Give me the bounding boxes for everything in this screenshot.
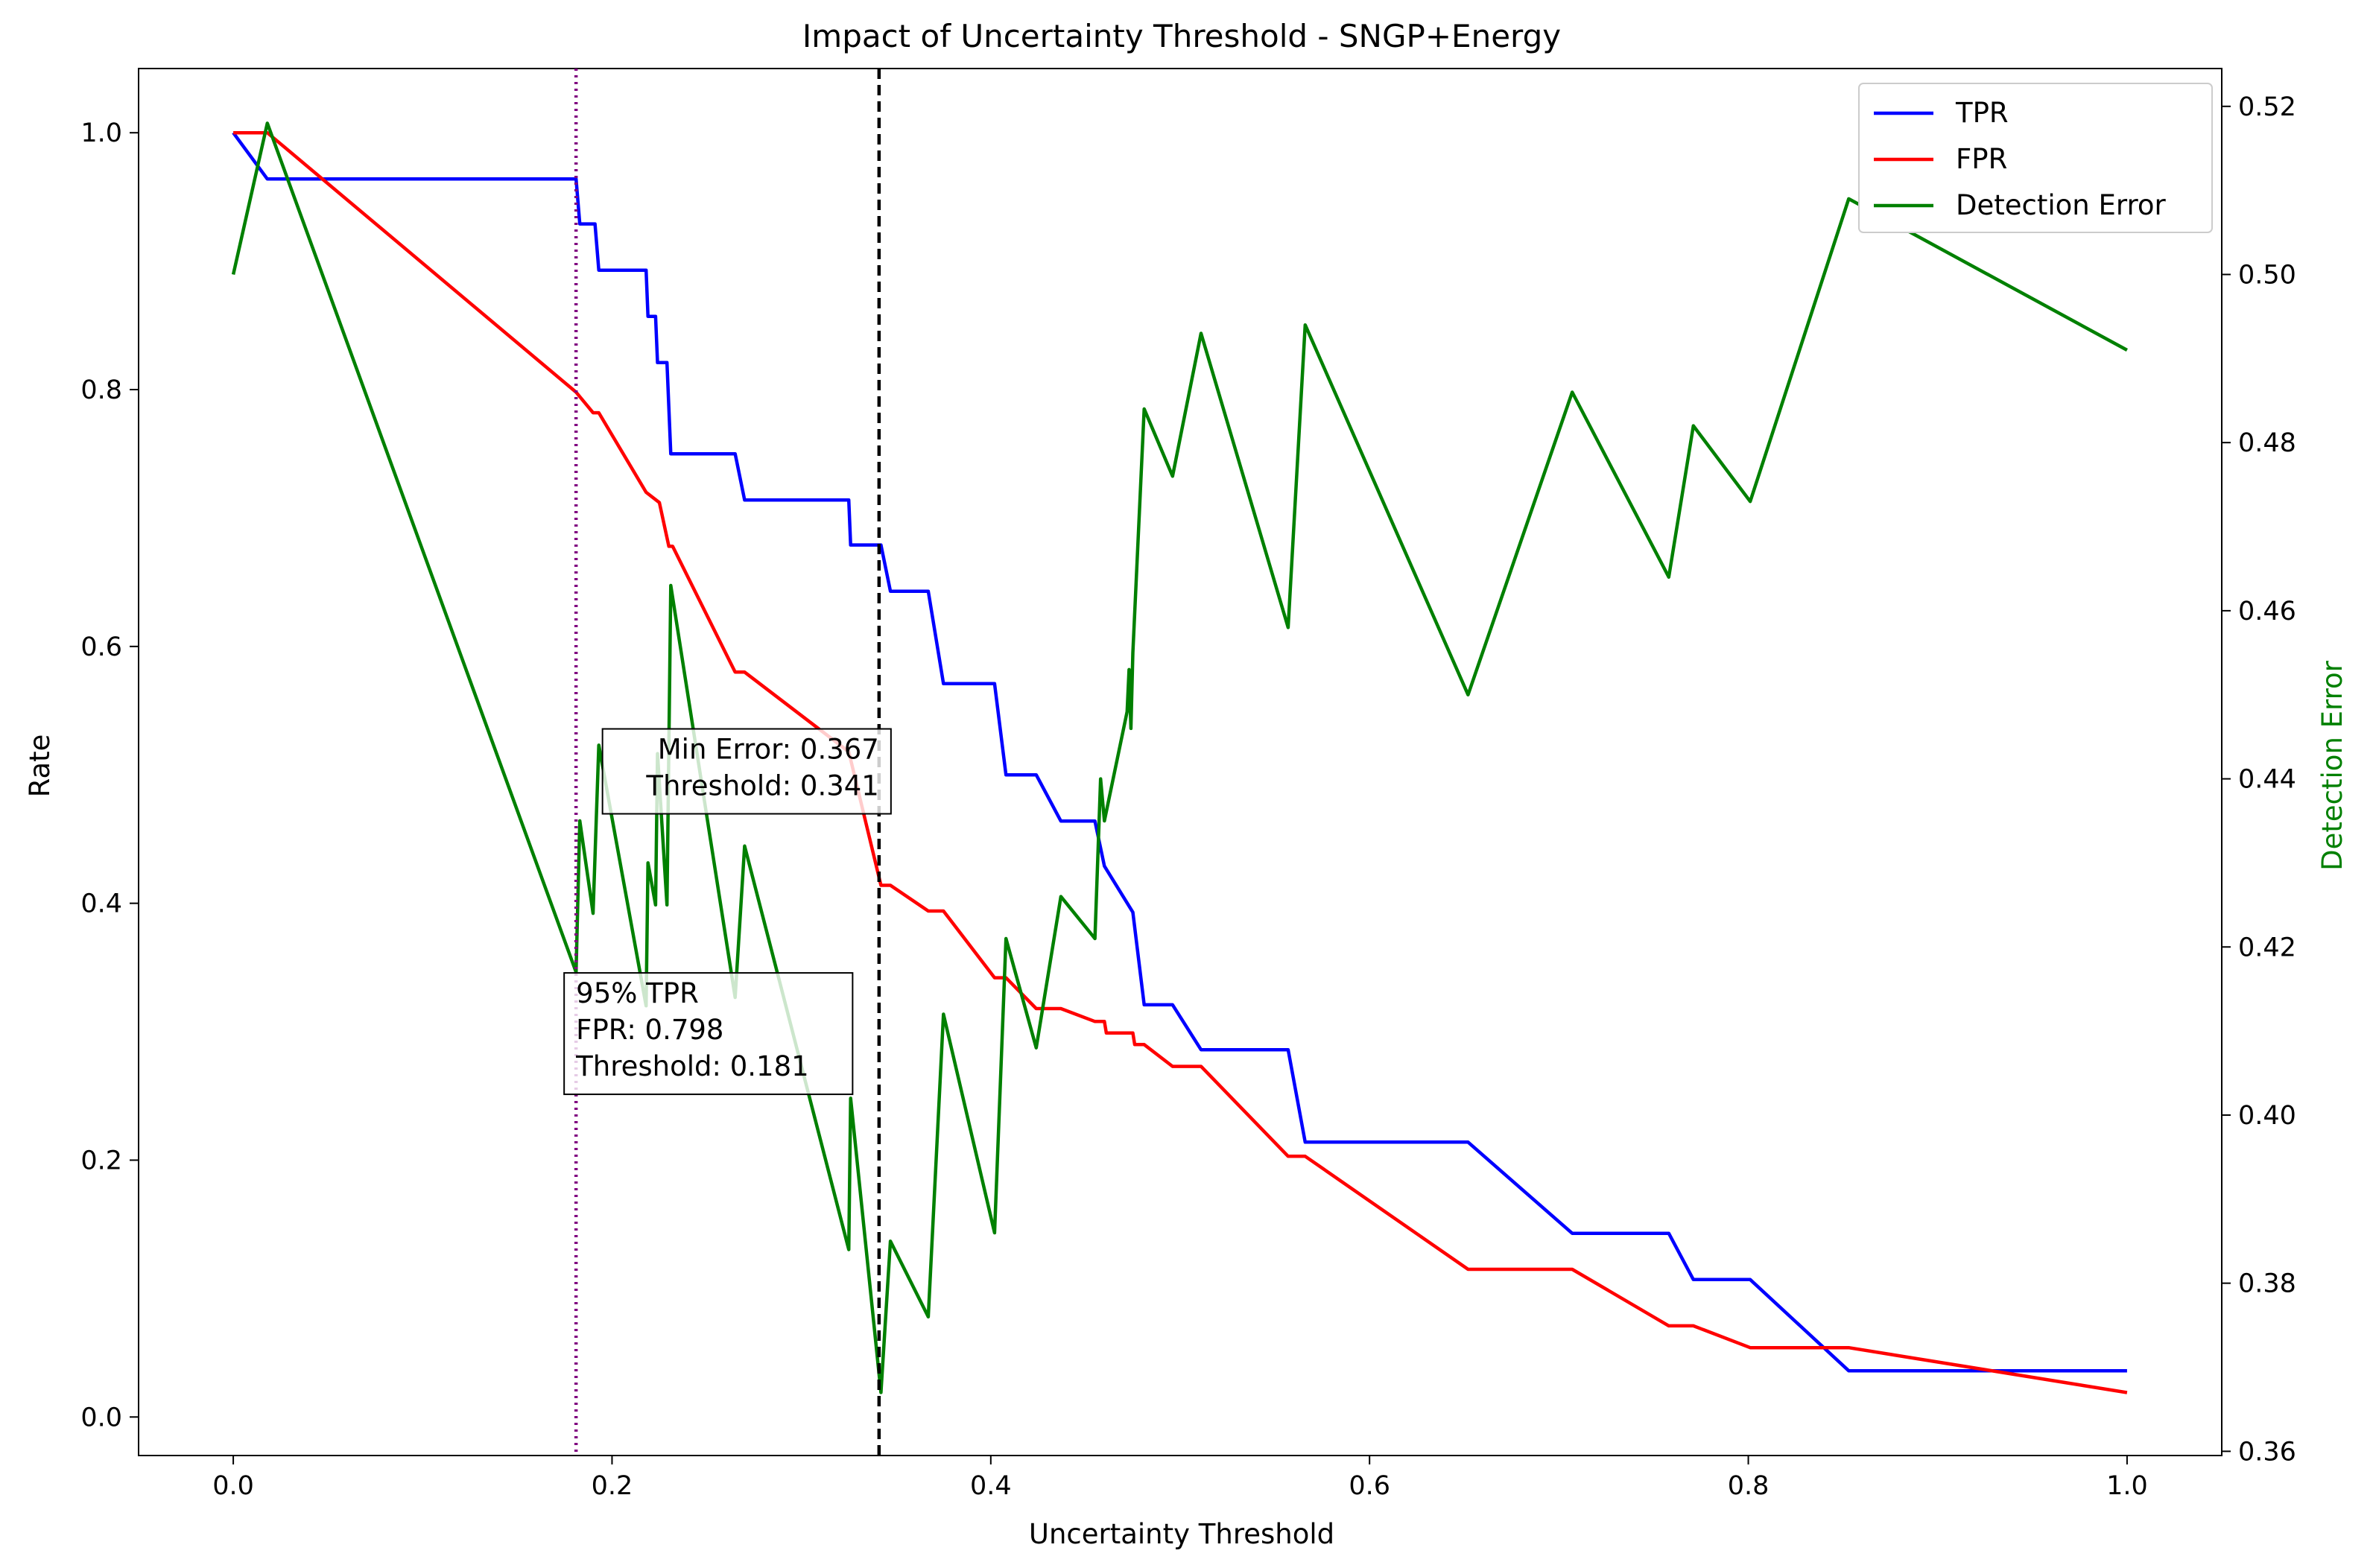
series-line-tpr: [232, 131, 2127, 1373]
y2-tick-label: 0.36: [2238, 1437, 2296, 1467]
y-tick-label: 0.6: [80, 632, 122, 662]
y2-tick-label: 0.50: [2238, 260, 2296, 290]
y-tick-label: 0.4: [80, 889, 122, 919]
y-axis-label: Rate: [24, 734, 56, 798]
x-tick-label: 0.0: [212, 1471, 254, 1501]
y2-tick-label: 0.46: [2238, 597, 2296, 626]
legend-label: TPR: [1955, 97, 2009, 129]
y-tick-label: 1.0: [80, 118, 122, 148]
legend: TPR FPR Detection Error: [1858, 83, 2213, 233]
y-tick-label: 0.8: [80, 375, 122, 405]
annotation-text: 95% TPR: [576, 977, 699, 1009]
y-tick-label: 0.2: [80, 1146, 122, 1175]
y2-tick-label: 0.44: [2238, 765, 2296, 795]
plot-area: 0.0 0.2 0.4 0.6 0.8 1.0 0.0 0.2 0.4 0.6 0.8 1.0 0.36…: [80, 68, 2296, 1501]
annotation-box: Min Error: 0.367 Threshold: 0.341: [601, 728, 892, 815]
x-tick-label: 0.4: [970, 1471, 1012, 1501]
chart-title: Impact of Uncertainty Threshold - SNGP+E…: [802, 18, 1561, 54]
x-axis-label: Uncertainty Threshold: [1029, 1518, 1334, 1550]
y2-tick-label: 0.38: [2238, 1269, 2296, 1299]
annotation-bg: [563, 972, 854, 1096]
annotation-text: Min Error: 0.367: [658, 734, 879, 766]
plot-frame: [138, 68, 2222, 1456]
legend-frame: [1858, 83, 2213, 233]
legend-label: Detection Error: [1956, 189, 2166, 221]
legend-label: FPR: [1956, 143, 2007, 175]
x-tick-label: 0.8: [1728, 1471, 1770, 1501]
series-line-fpr: [233, 130, 2128, 1394]
series-line-detection-error: [231, 121, 2128, 1394]
y-tick-label: 0.0: [80, 1403, 122, 1432]
y2-tick-label: 0.52: [2238, 92, 2296, 122]
y2-tick-label: 0.48: [2238, 428, 2296, 458]
annotation-bg: [601, 728, 892, 815]
annotation-text: Threshold: 0.181: [575, 1050, 808, 1082]
y2-axis-label: Detection Error: [2316, 660, 2348, 870]
x-tick-label: 1.0: [2106, 1471, 2148, 1501]
annotation-text: Threshold: 0.341: [645, 770, 879, 802]
annotation-text: FPR: 0.798: [576, 1014, 723, 1046]
y2-tick-label: 0.40: [2238, 1101, 2296, 1131]
x-tick-label: 0.6: [1349, 1471, 1390, 1501]
y2-tick-label: 0.42: [2238, 933, 2296, 962]
x-tick-label: 0.2: [592, 1471, 633, 1501]
annotation-box: 95% TPR FPR: 0.798 Threshold: 0.181: [563, 972, 854, 1096]
